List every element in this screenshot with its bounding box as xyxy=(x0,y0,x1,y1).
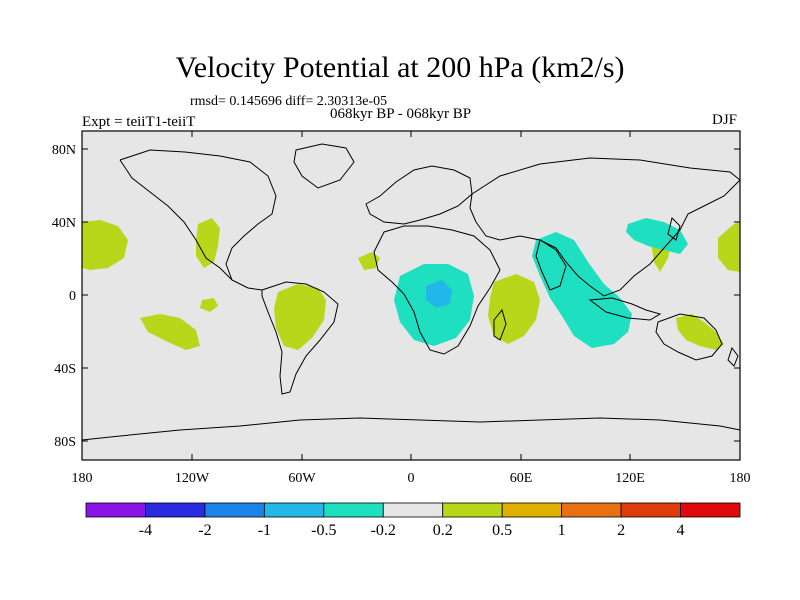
colorbar-label: 2 xyxy=(617,522,625,539)
x-tick-label: 120W xyxy=(175,471,210,486)
colorbar-label: 1 xyxy=(558,522,566,539)
colorbar-swatch xyxy=(323,502,384,518)
coastline-africa xyxy=(373,225,501,355)
stats-line: rmsd= 0.145696 diff= 2.30313e-05 xyxy=(190,94,388,109)
axis-ticks xyxy=(81,131,741,460)
coastline-australia xyxy=(655,313,723,361)
anomaly-region-central-pacific-north xyxy=(82,220,128,270)
season-label: DJF xyxy=(712,112,738,128)
y-tick-label: 40N xyxy=(52,216,76,231)
colorbar-label: -0.2 xyxy=(371,522,396,539)
x-tick-label: 0 xyxy=(408,471,415,486)
colorbar-label: -0.5 xyxy=(311,522,336,539)
colorbar-label: 4 xyxy=(677,522,685,539)
colorbar-label: -1 xyxy=(258,522,271,539)
anomaly-region-congo-core xyxy=(426,280,452,308)
y-tick-label: 0 xyxy=(69,289,76,304)
anomaly-region-australia xyxy=(676,314,724,350)
coastline-india xyxy=(535,239,567,291)
colorbar-swatch xyxy=(561,502,622,518)
colorbar-label: -2 xyxy=(198,522,211,539)
anomaly-region-east-asia xyxy=(626,218,688,254)
y-tick-label: 40S xyxy=(54,362,76,377)
anomaly-region-east-africa xyxy=(488,274,540,344)
x-tick-label: 180 xyxy=(730,471,751,486)
colorbar-swatch xyxy=(382,502,444,518)
anomaly-region-indian-ocean xyxy=(532,232,632,348)
strong-negative-anomaly xyxy=(426,280,452,308)
colorbar-swatch xyxy=(263,502,325,518)
colorbar-swatch xyxy=(680,502,741,518)
anomaly-region-date-line-north xyxy=(718,222,740,272)
anomaly-region-equatorial-pacific xyxy=(200,298,218,312)
coastline-greenland xyxy=(293,143,355,189)
colorbar-swatch xyxy=(442,502,503,518)
y-tick-label: 80N xyxy=(52,143,76,158)
coastline-north-america-west xyxy=(119,159,233,281)
colorbar-swatch xyxy=(620,502,681,518)
coastline-indonesia xyxy=(588,297,662,321)
period-line: 068kyr BP - 068kyr BP xyxy=(330,106,472,122)
colorbar-label: 0.2 xyxy=(433,522,453,539)
colorbar-swatch xyxy=(501,502,563,518)
colorbar-label: -4 xyxy=(139,522,152,539)
x-tick-label: 60W xyxy=(288,471,316,486)
colorbar-label: 0.5 xyxy=(492,522,512,539)
anomaly-region-south-pacific xyxy=(140,314,200,350)
colorbar-swatch xyxy=(85,502,146,518)
x-tick-label: 60E xyxy=(510,471,533,486)
coastline-north-america xyxy=(119,149,277,291)
anomaly-region-central-america xyxy=(196,218,220,268)
map-title: Velocity Potential at 200 hPa (km2/s) xyxy=(175,51,625,84)
x-tick-label: 180 xyxy=(72,471,93,486)
colorbar-swatch xyxy=(145,502,206,518)
coastline-antarctica xyxy=(81,417,741,441)
coastline-south-america xyxy=(261,281,339,395)
anomaly-region-south-america xyxy=(274,284,326,350)
x-tick-label: 120E xyxy=(615,471,645,486)
coastline-asia xyxy=(469,157,741,297)
coastlines xyxy=(81,143,741,441)
coastline-madagascar xyxy=(493,308,507,341)
colorbar xyxy=(85,502,741,518)
colorbar-labels: -4 -2 -1 -0.5 -0.2 0.2 0.5 1 2 4 xyxy=(139,522,685,539)
colorbar-swatch xyxy=(204,502,265,518)
coastline-japan xyxy=(667,217,681,241)
coastline-new-zealand xyxy=(727,346,739,367)
experiment-line: Expt = teiiT1-teiiT xyxy=(82,114,196,130)
y-tick-label: 80S xyxy=(54,435,76,450)
